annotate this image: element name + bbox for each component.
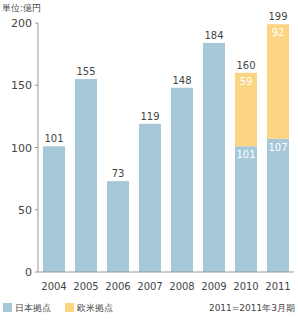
segment-label: 59 — [240, 76, 253, 87]
bar-segment — [75, 79, 97, 272]
x-tick-label: 2005 — [73, 281, 98, 292]
y-tick-label: 150 — [11, 79, 32, 92]
bars — [43, 24, 289, 272]
y-tick-label: 200 — [11, 17, 32, 30]
total-label: 101 — [44, 133, 63, 144]
annotation: 2011=2011年3月期 — [209, 303, 295, 313]
segment-label: 107 — [268, 142, 287, 153]
bar-segment — [43, 146, 65, 272]
x-tick-label: 2006 — [105, 281, 130, 292]
bar-segment — [267, 24, 289, 139]
legend-label: 日本拠点 — [15, 303, 51, 313]
y-tick-label: 50 — [18, 204, 32, 217]
x-tick-label: 2004 — [41, 281, 66, 292]
x-tick-label: 2007 — [137, 281, 162, 292]
x-tick-label: 2008 — [169, 281, 194, 292]
chart: 単位:億円05010015020010115573119148184101591… — [0, 0, 298, 324]
bar-segment — [107, 181, 129, 272]
bar-segment — [235, 73, 257, 146]
y-tick-label: 100 — [11, 142, 32, 155]
y-axis — [38, 23, 39, 272]
legend-swatch — [3, 303, 12, 312]
total-label: 119 — [140, 111, 159, 122]
labels: 101 155 73 119 148 184 101 59 160 107 92 199 — [44, 11, 287, 179]
x-axis — [38, 272, 294, 273]
bar-segment — [139, 124, 161, 272]
segment-label: 92 — [272, 27, 285, 38]
x-tick-label: 2009 — [201, 281, 226, 292]
legend-swatch — [65, 303, 74, 312]
total-label: 148 — [172, 75, 191, 86]
bar-segment — [171, 88, 193, 272]
total-label: 73 — [112, 168, 125, 179]
y-tick-label: 0 — [25, 266, 32, 279]
segment-label: 101 — [236, 149, 255, 160]
total-label: 199 — [268, 11, 287, 22]
bar-segment — [203, 43, 225, 272]
total-label: 160 — [236, 60, 255, 71]
x-tick-label: 2011 — [265, 281, 290, 292]
x-tick-label: 2010 — [233, 281, 258, 292]
bar-segment — [235, 146, 257, 272]
total-label: 184 — [204, 30, 223, 41]
total-label: 155 — [76, 66, 95, 77]
legend-label: 欧米拠点 — [77, 303, 113, 313]
y-axis-label: 単位:億円 — [2, 3, 41, 13]
bar-segment — [267, 139, 289, 272]
